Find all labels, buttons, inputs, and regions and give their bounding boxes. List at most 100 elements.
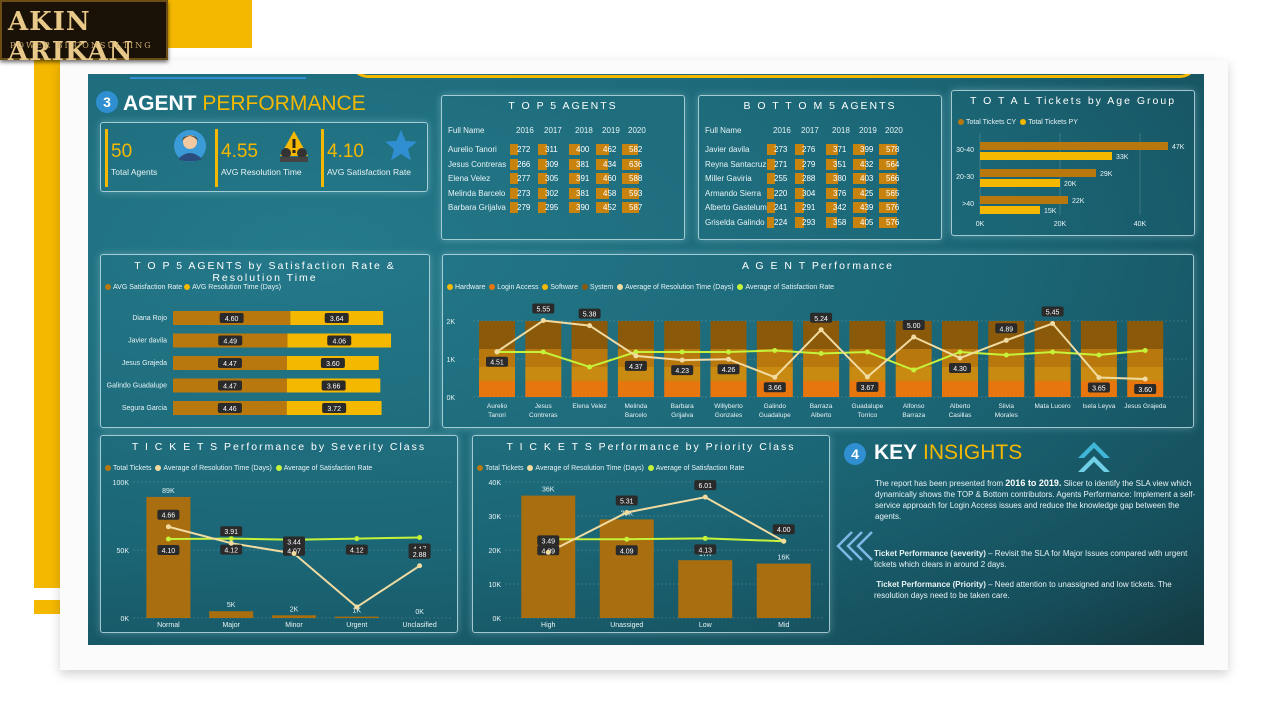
priority-card: T I C K E T S Performance by Priority Cl… [472,435,830,633]
insight-3a: Ticket Performance (Priority) [876,580,986,589]
label-bg [578,308,601,319]
data-label: 17K [699,551,712,558]
legend-hardware: Hardware [455,284,486,291]
table-cell-value: 309 [538,158,564,170]
data-label: 15K [1044,208,1057,215]
value-bar [853,144,865,155]
legend-res: AVG Resolution Time (Days) [192,284,282,291]
table-header: Full Name [705,126,742,135]
legend-sat: Average of Satisfaction Rate [655,465,745,472]
value-bar [596,187,609,199]
table-cell-value: 371 [826,144,852,155]
table-cell-value: 434 [596,158,622,170]
data-label: 4.12 [224,548,238,555]
section-title-light: PERFORMANCE [202,92,366,115]
legend-dot [155,465,162,471]
table-cell-value: 593 [622,187,648,199]
kpi-total-agents-value: 50 [111,141,133,162]
tick-label: 0K [492,616,501,623]
age-group-card: T O T A L Tickets by Age Group Total Tic… [951,90,1195,236]
point-resolution [417,563,423,569]
value-bar [826,202,837,213]
value-text: 587 [629,203,643,212]
legend-dot-py [1020,119,1027,125]
kpi-card: 50 Total Agents 4.55 AVG Resolution Time… [100,122,428,192]
table-cell-value: 400 [569,144,595,155]
bar-software [849,349,886,367]
category-label: Isela Leyva [1082,403,1115,410]
value-text: 291 [802,203,816,212]
kpi-divider [321,129,324,187]
legend-dot-cy [958,119,964,125]
data-label: 89K [162,488,175,495]
top5-title: T O P 5 AGENTS [508,100,618,112]
bar-total-tickets [756,563,811,618]
line-resolution [547,496,785,554]
category-label: Barraza Alberto [810,403,833,419]
table-cell-name: Melinda Barcelo [448,188,506,198]
support-agent-icon [280,131,308,162]
legend-total: Total Tickets [485,465,524,472]
bar-system [942,321,978,349]
table-cell-value: 564 [879,158,905,170]
bar-total-tickets [521,495,576,618]
bar-system [849,321,886,349]
section-title: AGENT PERFORMANCE [123,92,366,116]
legend-dot [105,284,111,290]
point-resolution [624,509,630,515]
value-bar [853,216,866,228]
value-bar [795,173,804,184]
label-bg [322,403,347,413]
value-bar [538,187,547,199]
table-header: 2019 [602,126,620,135]
label-bg [671,365,694,376]
data-label: 5.55 [536,307,550,314]
point-resolution [1142,376,1148,382]
value-bar [596,144,609,155]
value-bar [795,202,804,213]
priority-chart-plot: 0K10K20K30K40K36KHigh29KUnassiged17KLow1… [489,480,823,629]
logo: AKIN ARIKAN POWER BI CONSULTING [0,0,168,67]
table-cell-value: 351 [826,158,852,170]
point-satisfaction [702,535,708,541]
category-label: Silvia Morales [995,403,1019,419]
value-text: 271 [774,159,788,169]
value-text: 588 [629,174,643,183]
table-cell-value: 452 [596,202,622,213]
data-label: 3.60 [326,361,340,368]
bar-hardware [479,381,515,397]
label-bg [694,480,717,491]
legend-dot [542,284,549,290]
point-resolution [494,349,500,355]
value-text: 432 [860,159,874,169]
legend-dot [477,465,483,471]
value-text: 241 [774,203,788,212]
table-cell-value: 279 [510,202,536,213]
point-resolution [545,549,551,555]
value-bar [510,173,518,184]
tick-label: 100K [113,480,130,487]
value-bar [795,158,804,170]
category-label: Mid [778,622,789,629]
data-label: 5.24 [814,316,828,323]
age-chart-plot: 0K 20K 40K 30-40 47K 33K 20-30 29K 20K >40 22K 15K [956,133,1185,228]
value-text: 381 [576,159,590,169]
agent-performance-card: A G E N T Performance Hardware Login Acc… [442,254,1194,428]
logo-name: AKIN ARIKAN [8,7,134,67]
value-text: 582 [629,145,643,154]
value-text: 458 [603,188,617,198]
value-text: 220 [774,188,788,198]
bar-hardware [988,381,1025,397]
table-cell-value: 305 [538,173,564,184]
data-label: 1K [353,608,362,615]
value-text: 255 [774,174,788,183]
bar-hardware [617,381,654,397]
bar-system [803,321,840,349]
label-bg [856,381,879,392]
sat-legend: AVG Satisfaction Rate AVG Resolution Tim… [105,284,281,291]
label-bg [220,544,243,555]
legend-res-time: Average of Resolution Time (Days) [625,284,734,291]
data-label: 33K [1116,154,1129,161]
agent-chart-title: A G E N T Performance [742,260,894,272]
section-title-bold: AGENT [123,92,197,115]
